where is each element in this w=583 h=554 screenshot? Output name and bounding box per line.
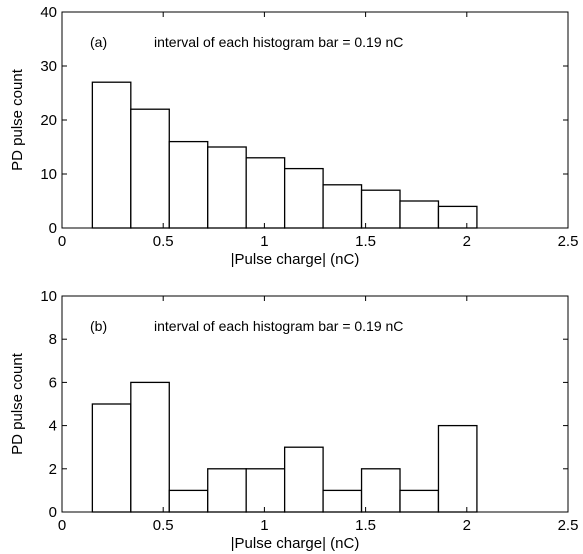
histogram-bar [207, 468, 247, 513]
axes-frame [61, 295, 569, 513]
histogram-bar [245, 468, 286, 513]
y-tick-label: 6 [49, 374, 57, 391]
histogram-bar [168, 140, 209, 229]
y-axis-label: PD pulse count [9, 68, 26, 171]
histogram-bar [399, 200, 440, 229]
histogram-bar [130, 381, 170, 513]
x-tick-label: 0 [58, 233, 66, 250]
histogram-bar [91, 81, 132, 229]
y-tick-label: 20 [40, 112, 57, 129]
y-tick-label: 30 [40, 58, 57, 75]
y-tick-label: 8 [49, 331, 57, 348]
x-tick-label: 0.5 [153, 233, 174, 250]
y-tick-label: 10 [40, 288, 57, 305]
x-tick-label: 1 [260, 233, 268, 250]
panel-a: 0 0.5 1 1.5 2 2.5 0 10 20 30 40 |Pulse charge| (nC)… [9, 4, 578, 268]
histogram-bar [245, 157, 286, 229]
x-tick-label: 1.5 [355, 517, 376, 534]
x-tick-label: 0 [58, 517, 66, 534]
panel-label: (b) [90, 318, 107, 334]
histogram-bar [322, 184, 363, 229]
panel-label: (a) [90, 34, 107, 50]
y-tick-label: 0 [49, 220, 57, 237]
x-tick-label: 2 [463, 233, 471, 250]
y-tick-label: 4 [49, 418, 57, 435]
histogram-bar [437, 205, 478, 229]
x-axis-label: |Pulse charge| (nC) [231, 251, 360, 268]
x-axis-label: |Pulse charge| (nC) [231, 535, 360, 552]
histogram-bar [399, 489, 440, 513]
x-tick-label: 0.5 [153, 517, 174, 534]
x-tick-label: 1 [260, 517, 268, 534]
x-tick-label: 2.5 [558, 233, 579, 250]
histogram-bar [437, 424, 478, 513]
histogram-bar [360, 468, 401, 513]
x-tick-label: 1.5 [355, 233, 376, 250]
histogram-bar [168, 489, 209, 513]
histogram-bar [322, 489, 363, 513]
histogram-bar [91, 403, 132, 513]
y-tick-label: 2 [49, 461, 57, 478]
annotation: interval of each histogram bar = 0.19 nC [154, 318, 403, 334]
histogram-bar [283, 167, 324, 229]
y-tick-label: 10 [40, 166, 57, 183]
histogram-bar [283, 446, 324, 513]
histogram-bar [130, 108, 170, 229]
y-axis-label: PD pulse count [9, 352, 26, 455]
panel-b: 0 0.5 1 1.5 2 2.5 0 2 4 6 8 10 |Pulse charge| (nC) PD… [9, 288, 578, 552]
annotation: interval of each histogram bar = 0.19 nC [154, 34, 403, 50]
histogram-bar [207, 146, 247, 229]
x-tick-label: 2 [463, 517, 471, 534]
y-tick-label: 0 [49, 504, 57, 521]
histogram-bar [360, 189, 401, 229]
y-tick-label: 40 [40, 4, 57, 21]
x-tick-label: 2.5 [558, 517, 579, 534]
